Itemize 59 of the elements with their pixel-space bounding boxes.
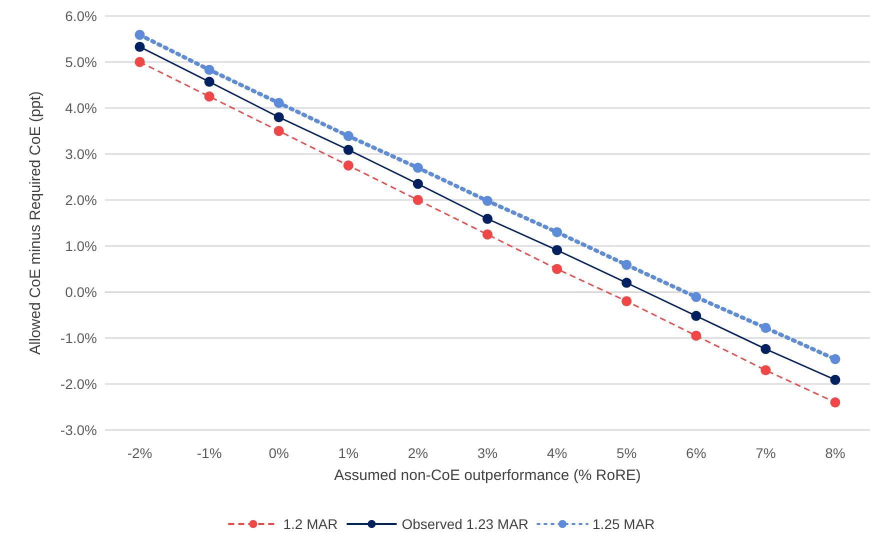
- point: [552, 227, 562, 238]
- point: [134, 57, 145, 67]
- point: [552, 245, 562, 256]
- y-tick-label: -3.0%: [60, 422, 97, 438]
- x-tick-label: 0%: [268, 445, 289, 461]
- point: [691, 310, 702, 321]
- x-tick-label: 8%: [825, 445, 846, 461]
- point: [622, 260, 632, 270]
- point: [134, 42, 145, 52]
- y-tick-label: 0.0%: [65, 284, 97, 300]
- point: [830, 397, 840, 408]
- point: [412, 195, 423, 205]
- x-tick-label: 2%: [408, 445, 428, 461]
- point: [760, 322, 771, 333]
- point: [412, 178, 423, 189]
- point: [274, 126, 284, 136]
- x-tick-label: 4%: [546, 445, 568, 461]
- point: [343, 160, 354, 170]
- x-tick-label: -1%: [196, 445, 222, 461]
- legend-label: Observed 1.23 MAR: [402, 516, 529, 532]
- y-tick-label: 3.0%: [65, 146, 97, 162]
- y-tick-label: 2.0%: [65, 192, 97, 208]
- y-tick-label: 5.0%: [65, 54, 97, 70]
- y-axis-title: Allowed CoE minus Required CoE (ppt): [27, 91, 44, 355]
- point: [412, 162, 423, 173]
- y-tick-label: -2.0%: [60, 376, 97, 392]
- point: [830, 354, 840, 364]
- point: [760, 365, 771, 376]
- x-tick-label: -2%: [127, 445, 152, 461]
- point: [204, 92, 214, 102]
- x-tick-label: 5%: [616, 445, 637, 461]
- point: [482, 230, 492, 240]
- legend-label: 1.25 MAR: [592, 516, 655, 532]
- point: [343, 131, 354, 142]
- x-tick-label: 6%: [686, 445, 706, 461]
- point: [482, 196, 492, 206]
- point: [274, 98, 284, 108]
- y-tick-label: 4.0%: [65, 100, 97, 116]
- y-tick-label: 1.0%: [65, 238, 97, 254]
- x-tick-label: 7%: [756, 445, 776, 461]
- point: [552, 264, 562, 274]
- x-axis-title: Assumed non-CoE outperformance (% RoRE): [334, 467, 641, 484]
- point: [622, 278, 632, 288]
- point: [274, 112, 284, 122]
- point: [134, 30, 145, 40]
- legend-label: 1.2 MAR: [283, 516, 338, 532]
- y-tick-label: 6.0%: [65, 8, 97, 24]
- point: [760, 344, 771, 354]
- point: [482, 214, 492, 224]
- x-tick-label: 1%: [338, 445, 359, 461]
- point: [204, 76, 214, 87]
- point: [622, 296, 632, 306]
- x-tick-label: 3%: [477, 445, 498, 461]
- y-tick-label: -1.0%: [60, 330, 97, 346]
- point: [691, 330, 702, 341]
- point: [204, 64, 214, 75]
- point: [691, 292, 702, 302]
- point: [830, 374, 840, 385]
- point: [343, 144, 354, 155]
